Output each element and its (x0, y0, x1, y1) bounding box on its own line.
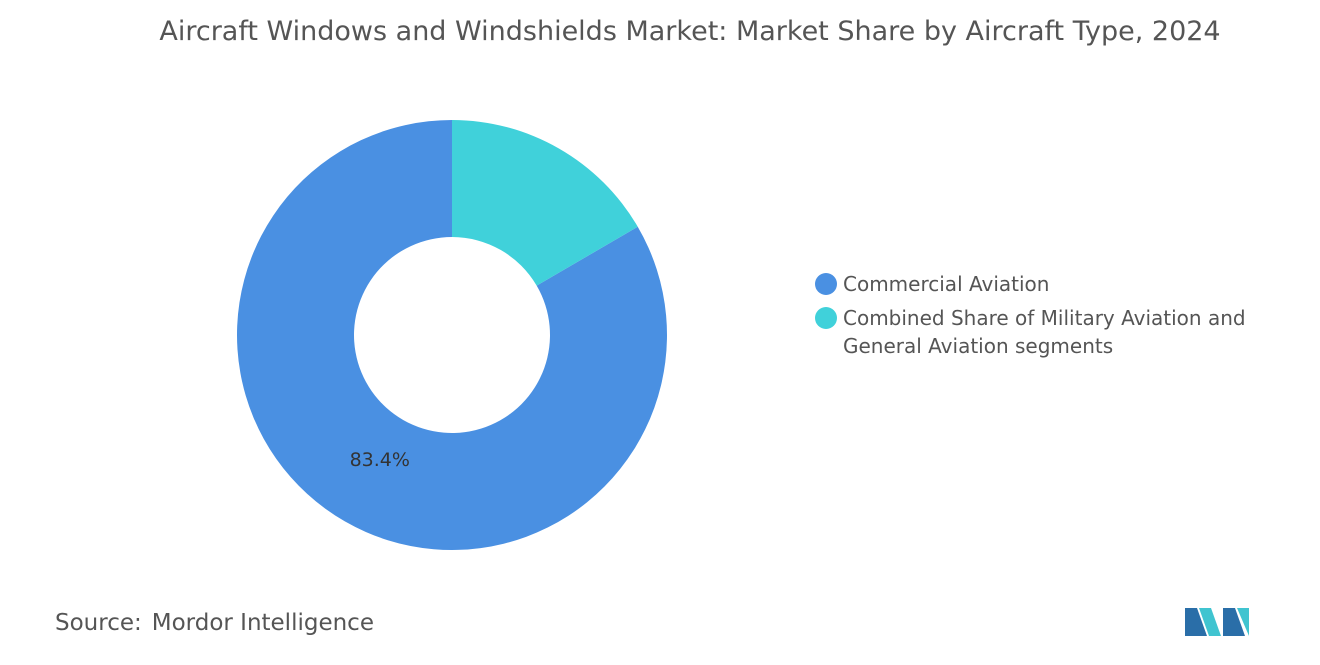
legend-label: Combined Share of Military Aviation and … (843, 306, 1246, 358)
legend-label: Commercial Aviation (843, 272, 1050, 296)
logo (1185, 608, 1249, 636)
legend-item: Commercial Aviation (815, 270, 1275, 298)
source-name: Mordor Intelligence (151, 610, 374, 636)
chart-title: Aircraft Windows and Windshields Market:… (159, 16, 1221, 47)
source-label: Source: (55, 610, 142, 636)
legend: Commercial Aviation Combined Share of Mil… (815, 270, 1275, 366)
legend-swatch (815, 273, 837, 295)
legend-item: Combined Share of Military Aviation and … (815, 304, 1275, 360)
data-label: 83.4% (350, 449, 410, 471)
legend-swatch (815, 307, 837, 329)
source: Source: Mordor Intelligence (55, 610, 374, 636)
donut-slice (237, 120, 667, 550)
donut-slice (452, 120, 638, 286)
